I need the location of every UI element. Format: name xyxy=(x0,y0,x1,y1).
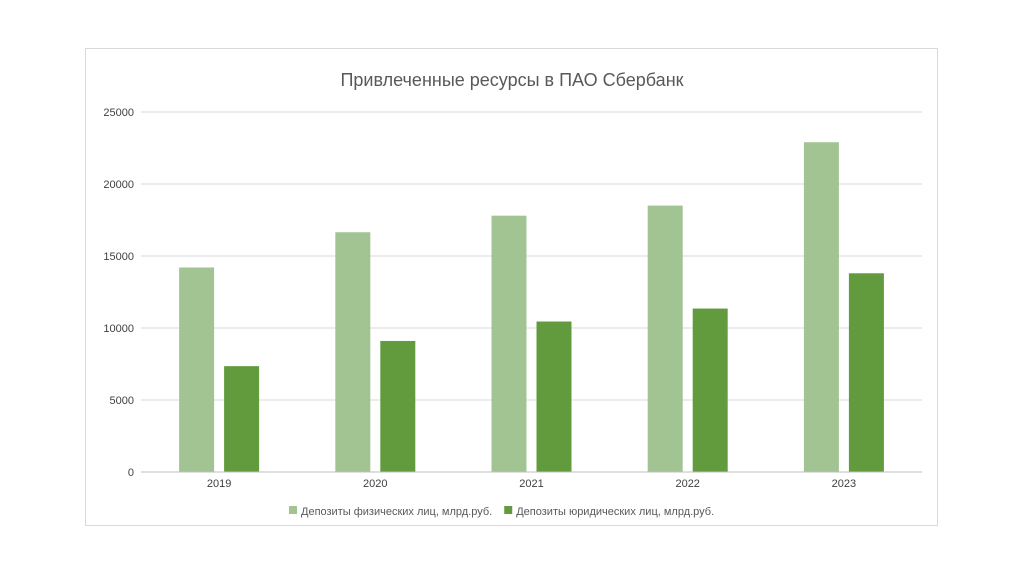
legend-swatch xyxy=(289,506,297,514)
chart-title: Привлеченные ресурсы в ПАО Сбербанк xyxy=(340,70,683,90)
legend-swatch xyxy=(504,506,513,514)
bars xyxy=(179,142,884,472)
bar-series-2-2022 xyxy=(692,308,728,472)
bar-series-1-2023 xyxy=(803,142,839,472)
bar-series-2-2023 xyxy=(848,273,884,472)
legend: Депозиты физических лиц, млрд.руб. Депози… xyxy=(289,506,714,518)
bar-series-1-2020 xyxy=(335,232,371,472)
x-tick-label: 2020 xyxy=(363,478,387,490)
y-tick-label: 5000 xyxy=(110,395,134,407)
x-tick-label: 2022 xyxy=(675,478,699,490)
chart-frame: Привлеченные ресурсы в ПАО Сбербанк 0 500… xyxy=(85,48,938,526)
y-tick-label: 20000 xyxy=(103,179,134,191)
x-tick-label: 2021 xyxy=(519,478,543,490)
bar-series-2-2021 xyxy=(536,321,572,472)
x-tick-label: 2023 xyxy=(832,478,856,490)
y-tick-label: 0 xyxy=(128,467,134,479)
x-tick-label: 2019 xyxy=(207,478,231,490)
legend-label: Депозиты физических лиц, млрд.руб. xyxy=(301,506,492,518)
legend-label: Депозиты юридических лиц, млрд.руб. xyxy=(516,506,714,518)
bar-series-1-2019 xyxy=(179,267,215,472)
bar-series-1-2022 xyxy=(647,205,683,472)
bar-series-2-2020 xyxy=(380,340,416,472)
y-tick-label: 15000 xyxy=(103,251,134,263)
gridlines xyxy=(141,111,922,401)
y-tick-label: 25000 xyxy=(103,107,134,119)
chart-canvas: Привлеченные ресурсы в ПАО Сбербанк 0 500… xyxy=(103,70,922,518)
y-tick-label: 10000 xyxy=(103,323,134,335)
bar-series-2-2019 xyxy=(224,366,260,472)
bar-series-1-2021 xyxy=(491,215,527,472)
y-axis-ticks: 0 5000 10000 15000 20000 25000 xyxy=(103,107,134,479)
x-axis-ticks: 2019 2020 2021 2022 2023 xyxy=(207,478,856,490)
